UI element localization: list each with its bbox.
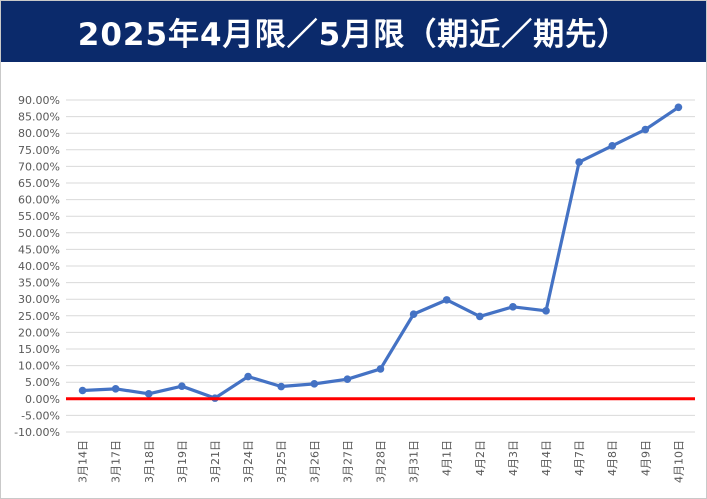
y-tick-label: 90.00% bbox=[18, 94, 60, 107]
x-tick-label: 3月17日 bbox=[110, 440, 123, 483]
data-point bbox=[476, 312, 484, 321]
data-point bbox=[244, 372, 252, 381]
x-tick-label: 4月10日 bbox=[672, 440, 685, 483]
y-tick-label: 65.00% bbox=[18, 177, 60, 190]
y-tick-label: 60.00% bbox=[18, 194, 60, 207]
y-tick-label: 50.00% bbox=[18, 227, 60, 240]
x-tick-label: 3月26日 bbox=[308, 440, 321, 483]
data-point bbox=[343, 375, 352, 384]
data-point bbox=[144, 390, 153, 398]
y-tick-label: 10.00% bbox=[18, 360, 60, 373]
data-point bbox=[409, 310, 418, 318]
x-tick-label: 3月18日 bbox=[143, 440, 156, 483]
x-tick-label: 4月7日 bbox=[573, 440, 586, 476]
data-point bbox=[509, 303, 517, 311]
data-point bbox=[111, 385, 120, 393]
y-tick-label: 30.00% bbox=[18, 293, 60, 306]
y-tick-label: 85.00% bbox=[18, 111, 60, 124]
x-tick-label: 4月9日 bbox=[639, 440, 652, 476]
y-tick-label: 80.00% bbox=[18, 127, 60, 140]
x-tick-label: 3月28日 bbox=[375, 440, 388, 483]
y-tick-label: 5.00% bbox=[25, 376, 60, 389]
data-point bbox=[376, 365, 385, 373]
x-tick-label: 3月25日 bbox=[275, 440, 288, 483]
title-bar: 2025年4月限／5月限（期近／期先） bbox=[1, 1, 706, 62]
y-tick-label: 70.00% bbox=[18, 160, 60, 173]
chart-title: 2025年4月限／5月限（期近／期先） bbox=[77, 17, 630, 53]
x-tick-label: 4月2日 bbox=[474, 440, 487, 476]
y-tick-label: 35.00% bbox=[18, 277, 60, 290]
y-tick-label: 0.00% bbox=[25, 393, 60, 406]
y-tick-label: 25.00% bbox=[18, 310, 60, 323]
data-point bbox=[310, 380, 319, 388]
y-tick-label: 40.00% bbox=[18, 260, 60, 273]
x-tick-label: 4月1日 bbox=[441, 440, 454, 476]
series-line bbox=[80, 105, 681, 400]
y-tick-label: -10.00% bbox=[14, 426, 60, 439]
data-point bbox=[575, 158, 583, 166]
data-point bbox=[78, 386, 87, 395]
x-tick-label: 4月4日 bbox=[540, 440, 553, 476]
data-point bbox=[277, 382, 285, 391]
y-tick-label: 20.00% bbox=[18, 326, 60, 339]
x-tick-label: 3月24日 bbox=[242, 440, 255, 483]
y-tick-label: 15.00% bbox=[18, 343, 60, 356]
data-point bbox=[178, 382, 186, 390]
data-point bbox=[608, 142, 617, 150]
x-tick-label: 3月14日 bbox=[77, 440, 90, 483]
data-point bbox=[674, 103, 683, 112]
x-tick-label: 3月27日 bbox=[341, 440, 354, 483]
data-point bbox=[641, 125, 650, 134]
x-tick-label: 3月31日 bbox=[408, 440, 421, 483]
data-point bbox=[442, 296, 451, 304]
x-tick-label: 3月19日 bbox=[176, 440, 189, 483]
y-tick-label: -5.00% bbox=[21, 409, 60, 422]
y-tick-label: 55.00% bbox=[18, 210, 60, 223]
data-point bbox=[542, 307, 550, 315]
y-tick-label: 75.00% bbox=[18, 144, 60, 157]
y-tick-label: 45.00% bbox=[18, 243, 60, 256]
x-tick-label: 4月3日 bbox=[507, 440, 520, 476]
x-tick-label: 4月8日 bbox=[606, 440, 619, 476]
x-tick-label: 3月21日 bbox=[209, 440, 222, 483]
